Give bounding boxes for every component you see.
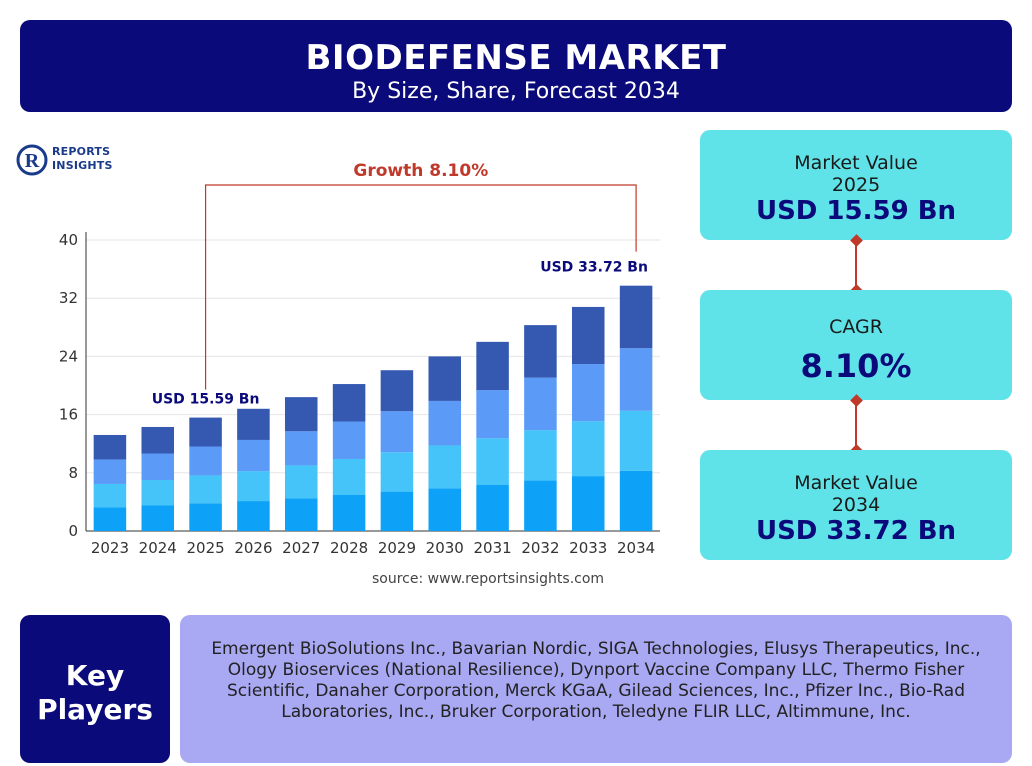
x-tick-label: 2027 bbox=[282, 539, 320, 557]
bar-segment bbox=[284, 431, 318, 466]
market-value-2034-card: Market Value 2034 USD 33.72 Bn bbox=[700, 450, 1012, 560]
y-tick-label: 40 bbox=[59, 231, 78, 249]
bar-segment bbox=[189, 446, 222, 476]
market-size-chart: 0 8 16 24 32 40 2023 2024 2025 2026 2027 2028 2029 20… bbox=[40, 150, 700, 570]
y-tick-label: 8 bbox=[68, 464, 78, 482]
logo-line-2: INSIGHTS bbox=[52, 159, 113, 172]
bar-segment bbox=[476, 341, 509, 391]
bar-segment bbox=[380, 491, 414, 531]
card-value: USD 15.59 Bn bbox=[755, 196, 957, 226]
connector-line bbox=[855, 400, 857, 450]
bar-segment bbox=[428, 400, 462, 446]
end-value-label: USD 33.72 Bn bbox=[540, 260, 648, 276]
bar-segment bbox=[237, 408, 270, 440]
bar-segment bbox=[619, 348, 653, 411]
bar-segment bbox=[476, 438, 509, 485]
start-value-label: USD 15.59 Bn bbox=[152, 392, 260, 408]
bar-segment bbox=[284, 465, 318, 499]
card-value: 8.10% bbox=[800, 347, 912, 385]
bar-segment bbox=[332, 384, 366, 422]
bar-segment bbox=[524, 430, 557, 481]
bar-segment bbox=[332, 458, 366, 495]
bar-segment bbox=[189, 475, 222, 504]
market-value-2025-card: Market Value 2025 USD 15.59 Bn bbox=[700, 130, 1012, 240]
logo-line-1: REPORTS bbox=[52, 145, 111, 158]
x-tick-label: 2033 bbox=[569, 539, 607, 557]
bar-segment bbox=[93, 434, 127, 460]
bar-segment bbox=[284, 397, 318, 432]
x-tick-label: 2023 bbox=[91, 539, 129, 557]
bar-segment bbox=[524, 325, 557, 378]
bar-segment bbox=[571, 306, 605, 365]
bar-segment bbox=[332, 421, 366, 459]
bar-segment bbox=[380, 452, 414, 492]
bar-segment bbox=[141, 480, 175, 506]
card-year: 2034 bbox=[831, 494, 881, 516]
logo-mark-letter: R bbox=[25, 150, 40, 172]
cagr-card: CAGR 8.10% bbox=[700, 290, 1012, 400]
growth-bracket bbox=[204, 184, 637, 390]
bar-segment bbox=[141, 505, 175, 531]
bar-segment bbox=[189, 417, 222, 447]
x-tick-label: 2025 bbox=[186, 539, 224, 557]
source-note: source: www.reportsinsights.com bbox=[372, 571, 605, 587]
x-tick-label: 2031 bbox=[473, 539, 511, 557]
card-value: USD 33.72 Bn bbox=[755, 516, 957, 546]
page-title: BIODEFENSE MARKET bbox=[305, 38, 727, 78]
bar-segment bbox=[380, 411, 414, 453]
bar-segment bbox=[524, 377, 557, 431]
bar-segment bbox=[237, 471, 270, 502]
card-label: Market Value bbox=[794, 472, 918, 494]
bar-segment bbox=[476, 484, 509, 531]
key-players-heading: Key Players bbox=[20, 615, 170, 763]
x-tick-label: 2026 bbox=[234, 539, 272, 557]
connector-line bbox=[855, 240, 857, 290]
bar-segment bbox=[571, 476, 605, 531]
bar-segment bbox=[476, 390, 509, 439]
page-subtitle: By Size, Share, Forecast 2034 bbox=[352, 79, 680, 104]
logo-text: REPORTS INSIGHTS bbox=[52, 145, 113, 173]
bar-segment bbox=[93, 507, 127, 531]
bar-segment bbox=[237, 501, 270, 531]
bar-segment bbox=[189, 503, 222, 531]
card-label: CAGR bbox=[829, 316, 883, 338]
bar-segment bbox=[380, 370, 414, 412]
x-tick-label: 2029 bbox=[378, 539, 416, 557]
bar-segment bbox=[93, 483, 127, 508]
x-tick-label: 2028 bbox=[330, 539, 368, 557]
key-players-line-2: Players bbox=[37, 693, 153, 726]
bar-segment bbox=[428, 445, 462, 489]
bar-segment bbox=[524, 480, 557, 531]
card-year: 2025 bbox=[831, 174, 881, 196]
x-tick-label: 2024 bbox=[139, 539, 177, 557]
x-tick-label: 2034 bbox=[617, 539, 655, 557]
bar-segment bbox=[428, 356, 462, 401]
key-players-list: Emergent BioSolutions Inc., Bavarian Nor… bbox=[180, 615, 1012, 763]
bar-segment bbox=[571, 421, 605, 477]
growth-label: Growth 8.10% bbox=[353, 161, 488, 181]
bar-segment bbox=[237, 439, 270, 472]
x-tick-label: 2030 bbox=[426, 539, 464, 557]
bar-segment bbox=[619, 285, 653, 349]
key-players-line-1: Key bbox=[65, 659, 125, 692]
card-label: Market Value bbox=[794, 152, 918, 174]
bar-segment bbox=[619, 470, 653, 531]
header-banner: BIODEFENSE MARKET By Size, Share, Foreca… bbox=[20, 20, 1012, 112]
y-tick-label: 0 bbox=[68, 522, 78, 540]
logo-mark-icon: R bbox=[16, 144, 48, 176]
bar-segment bbox=[571, 364, 605, 422]
bar-segment bbox=[428, 488, 462, 531]
stacked-bar-chart: 0 8 16 24 32 40 2023 2024 2025 2026 2027 2028 2029 20… bbox=[59, 161, 660, 557]
bar-segment bbox=[141, 453, 175, 481]
bar-segment bbox=[93, 459, 127, 484]
reports-insights-logo: R REPORTS INSIGHTS bbox=[16, 143, 126, 177]
y-tick-label: 24 bbox=[59, 347, 78, 365]
bar-segment bbox=[284, 498, 318, 531]
x-tick-label: 2032 bbox=[521, 539, 559, 557]
y-tick-label: 16 bbox=[59, 406, 78, 424]
bar-segment bbox=[619, 410, 653, 471]
bar-segment bbox=[332, 494, 366, 531]
y-tick-label: 32 bbox=[59, 289, 78, 307]
bar-segment bbox=[141, 426, 175, 454]
